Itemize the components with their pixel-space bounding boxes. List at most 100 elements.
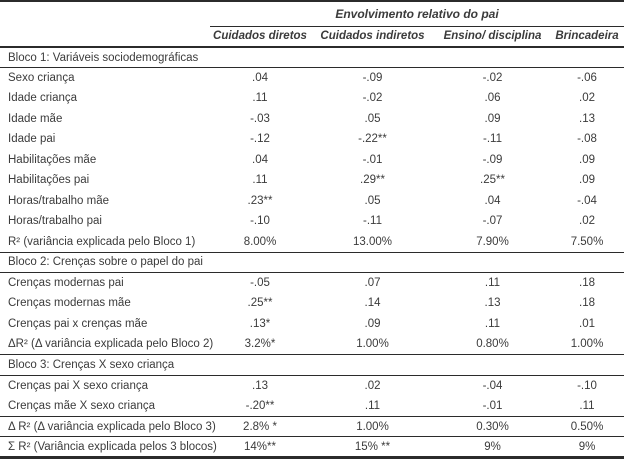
row-label: Σ R² (Variância explicada pelos 3 blocos… bbox=[8, 440, 217, 453]
value-cell: 7.50% bbox=[570, 235, 604, 248]
value-cell: .13* bbox=[249, 317, 271, 330]
block-header-row: Bloco 1: Variáveis sociodemográficas bbox=[0, 47, 624, 68]
value-cell: .14 bbox=[364, 297, 381, 310]
spanner-header: Envolvimento relativo do pai bbox=[210, 1, 624, 27]
value-cell: .13 bbox=[579, 112, 595, 125]
table-row: Habilitações pai .11 .29** .25** .09 bbox=[0, 170, 624, 191]
value-cell: 7.90% bbox=[476, 235, 509, 248]
value-cell: 0.30% bbox=[476, 420, 509, 433]
table-row: Horas/trabalho pai -.10 -.11 -.07 .02 bbox=[0, 211, 624, 232]
block-header-row: Bloco 3: Crenças X sexo criança bbox=[0, 354, 624, 376]
row-label-header-cell bbox=[0, 26, 210, 47]
value-cell: .13 bbox=[252, 379, 268, 392]
row-label: Crenças pai X sexo criança bbox=[8, 379, 148, 392]
block-header-label: Bloco 1: Variáveis sociodemográficas bbox=[8, 51, 199, 64]
row-label: Crenças modernas mãe bbox=[8, 297, 131, 310]
value-cell: -.01 bbox=[362, 153, 383, 166]
value-cell: -.05 bbox=[250, 277, 270, 290]
table-row: Crenças pai X sexo criança .13 .02 -.04 -.10 bbox=[0, 375, 624, 396]
value-cell: -.22** bbox=[358, 133, 387, 146]
value-cell: .18 bbox=[579, 297, 595, 310]
value-cell: 1.00% bbox=[570, 338, 604, 351]
spanner-row: Envolvimento relativo do pai bbox=[0, 1, 624, 27]
value-cell: -.12 bbox=[250, 133, 270, 146]
row-label: Δ R² (Δ variância explicada pelo Bloco 3… bbox=[8, 420, 216, 433]
table-row: Idade criança .11 -.02 .06 .02 bbox=[0, 88, 624, 109]
table-row: Crenças modernas pai -.05 .07 .11 .18 bbox=[0, 273, 624, 294]
value-cell: -.09 bbox=[362, 72, 383, 85]
value-cell: .06 bbox=[484, 92, 501, 105]
value-cell: .29** bbox=[360, 174, 385, 187]
value-cell: -.11 bbox=[483, 133, 502, 146]
value-cell: .09 bbox=[364, 317, 381, 330]
table-row: Horas/trabalho mãe .23** .05 .04 -.04 bbox=[0, 191, 624, 212]
column-header-row: Cuidados diretos Cuidados indiretos Ensi… bbox=[0, 26, 624, 47]
value-cell: .04 bbox=[252, 153, 268, 166]
value-cell: 3.2%* bbox=[244, 338, 276, 351]
table-row: Δ R² (Δ variância explicada pelo Bloco 3… bbox=[0, 416, 624, 437]
table-row: Crenças modernas mãe .25** .14 .13 .18 bbox=[0, 293, 624, 314]
value-cell: -.02 bbox=[362, 92, 383, 105]
value-cell: -.08 bbox=[577, 133, 597, 146]
table-row: Crenças pai x crenças mãe .13* .09 .11 .01 bbox=[0, 314, 624, 335]
value-cell: .09 bbox=[484, 112, 501, 125]
value-cell: 15% ** bbox=[354, 440, 391, 453]
value-cell: -.02 bbox=[482, 72, 503, 85]
value-cell: .18 bbox=[579, 277, 595, 290]
value-cell: -.10 bbox=[577, 379, 597, 392]
row-label: Idade criança bbox=[8, 92, 78, 105]
table-row: Sexo criança .04 -.09 -.02 -.06 bbox=[0, 68, 624, 89]
value-cell: -.20** bbox=[245, 399, 275, 412]
value-cell: .25** bbox=[247, 297, 273, 310]
value-cell: .02 bbox=[364, 379, 381, 392]
value-cell: .13 bbox=[484, 297, 501, 310]
row-label: Crenças pai x crenças mãe bbox=[8, 317, 148, 330]
value-cell: .11 bbox=[364, 399, 381, 412]
col-header-ensino-disciplina: Ensino/ disciplina bbox=[443, 30, 542, 43]
row-label: Crenças mãe X sexo criança bbox=[8, 399, 156, 412]
value-cell: .11 bbox=[484, 317, 501, 330]
table-row: Idade pai -.12 -.22** -.11 -.08 bbox=[0, 129, 624, 150]
value-cell: 8.00% bbox=[243, 235, 277, 248]
table-row: Σ R² (Variância explicada pelos 3 blocos… bbox=[0, 436, 624, 458]
value-cell: 13.00% bbox=[352, 235, 392, 248]
value-cell: -.10 bbox=[250, 215, 270, 228]
value-cell: -.04 bbox=[482, 379, 503, 392]
value-cell: .01 bbox=[579, 317, 595, 330]
table-row: ΔR² (Δ variância explicada pelo Bloco 2)… bbox=[0, 334, 624, 355]
row-label: R² (variância explicada pelo Bloco 1) bbox=[8, 235, 196, 248]
value-cell: -.04 bbox=[577, 194, 597, 207]
value-cell: -.11 bbox=[363, 215, 382, 228]
value-cell: 14%** bbox=[244, 440, 276, 453]
row-label: Habilitações pai bbox=[8, 174, 90, 187]
row-label: Sexo criança bbox=[8, 72, 75, 85]
value-cell: .09 bbox=[579, 174, 595, 187]
row-label: ΔR² (Δ variância explicada pelo Bloco 2) bbox=[8, 338, 214, 351]
col-header-brincadeira: Brincadeira bbox=[555, 30, 619, 43]
value-cell: 2.8% * bbox=[243, 420, 277, 433]
corner-cell bbox=[0, 1, 210, 26]
value-cell: .11 bbox=[252, 174, 268, 187]
value-cell: -.09 bbox=[482, 153, 503, 166]
value-cell: 9% bbox=[484, 440, 501, 453]
value-cell: .07 bbox=[364, 277, 381, 290]
table-row: Crenças mãe X sexo criança -.20** .11 -.01.… bbox=[0, 396, 624, 417]
col-header-cuidados-indiretos: Cuidados indiretos bbox=[320, 30, 425, 43]
value-cell: .11 bbox=[484, 277, 501, 290]
value-cell: .02 bbox=[579, 92, 595, 105]
value-cell: -.06 bbox=[577, 72, 597, 85]
value-cell: .05 bbox=[364, 194, 381, 207]
row-label: Crenças modernas pai bbox=[8, 277, 124, 290]
block-header-label: Bloco 2: Crenças sobre o papel do pai bbox=[8, 256, 203, 269]
row-label: Horas/trabalho pai bbox=[8, 215, 102, 228]
row-label: Idade mãe bbox=[8, 112, 63, 125]
value-cell: .25** bbox=[480, 174, 505, 187]
value-cell: 9% bbox=[578, 440, 596, 453]
value-cell: -.01 bbox=[482, 399, 503, 412]
value-cell: .09 bbox=[579, 153, 595, 166]
value-cell: 0.80% bbox=[476, 338, 509, 351]
value-cell: .23** bbox=[247, 194, 273, 207]
value-cell: 1.00% bbox=[356, 420, 389, 433]
